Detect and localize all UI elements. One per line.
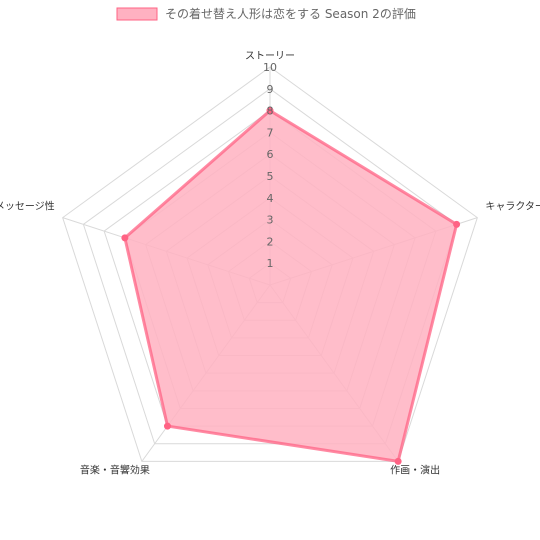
radar-data <box>121 107 461 465</box>
data-point-3[interactable] <box>163 422 171 430</box>
tick-label: 10 <box>263 61 277 74</box>
grid-ring <box>82 88 458 445</box>
legend-swatch[interactable] <box>116 7 158 21</box>
legend[interactable]: その着せ替え人形は恋をする Season 2の評価 <box>116 6 416 21</box>
data-point-4[interactable] <box>121 234 129 242</box>
data-point-1[interactable] <box>453 220 461 228</box>
axis-label-0: ストーリー <box>245 51 295 62</box>
data-point-0[interactable] <box>266 107 274 115</box>
legend-label[interactable]: その着せ替え人形は恋をする Season 2の評価 <box>165 6 416 21</box>
tick-label: 5 <box>267 170 274 183</box>
grid-ring <box>62 66 478 462</box>
axis-label-3: 音楽・音響効果 <box>80 463 150 476</box>
series-area <box>123 108 459 464</box>
axis-label-2: 作画・演出 <box>390 463 440 476</box>
tick-label: 6 <box>267 148 274 161</box>
tick-label: 3 <box>267 214 274 227</box>
tick-label: 8 <box>267 105 274 118</box>
tick-label: 9 <box>267 83 274 96</box>
tick-label: 7 <box>267 126 274 139</box>
tick-label: 2 <box>267 235 274 248</box>
data-point-2[interactable] <box>394 457 402 465</box>
axis-label-1: キャラクター <box>485 201 540 213</box>
tick-label: 1 <box>267 257 274 270</box>
axis-label-4: メッセージ性 <box>0 200 55 213</box>
tick-label: 4 <box>267 192 274 205</box>
radar-ticks: 1 2 3 4 5 6 7 8 9 10 <box>263 61 277 270</box>
